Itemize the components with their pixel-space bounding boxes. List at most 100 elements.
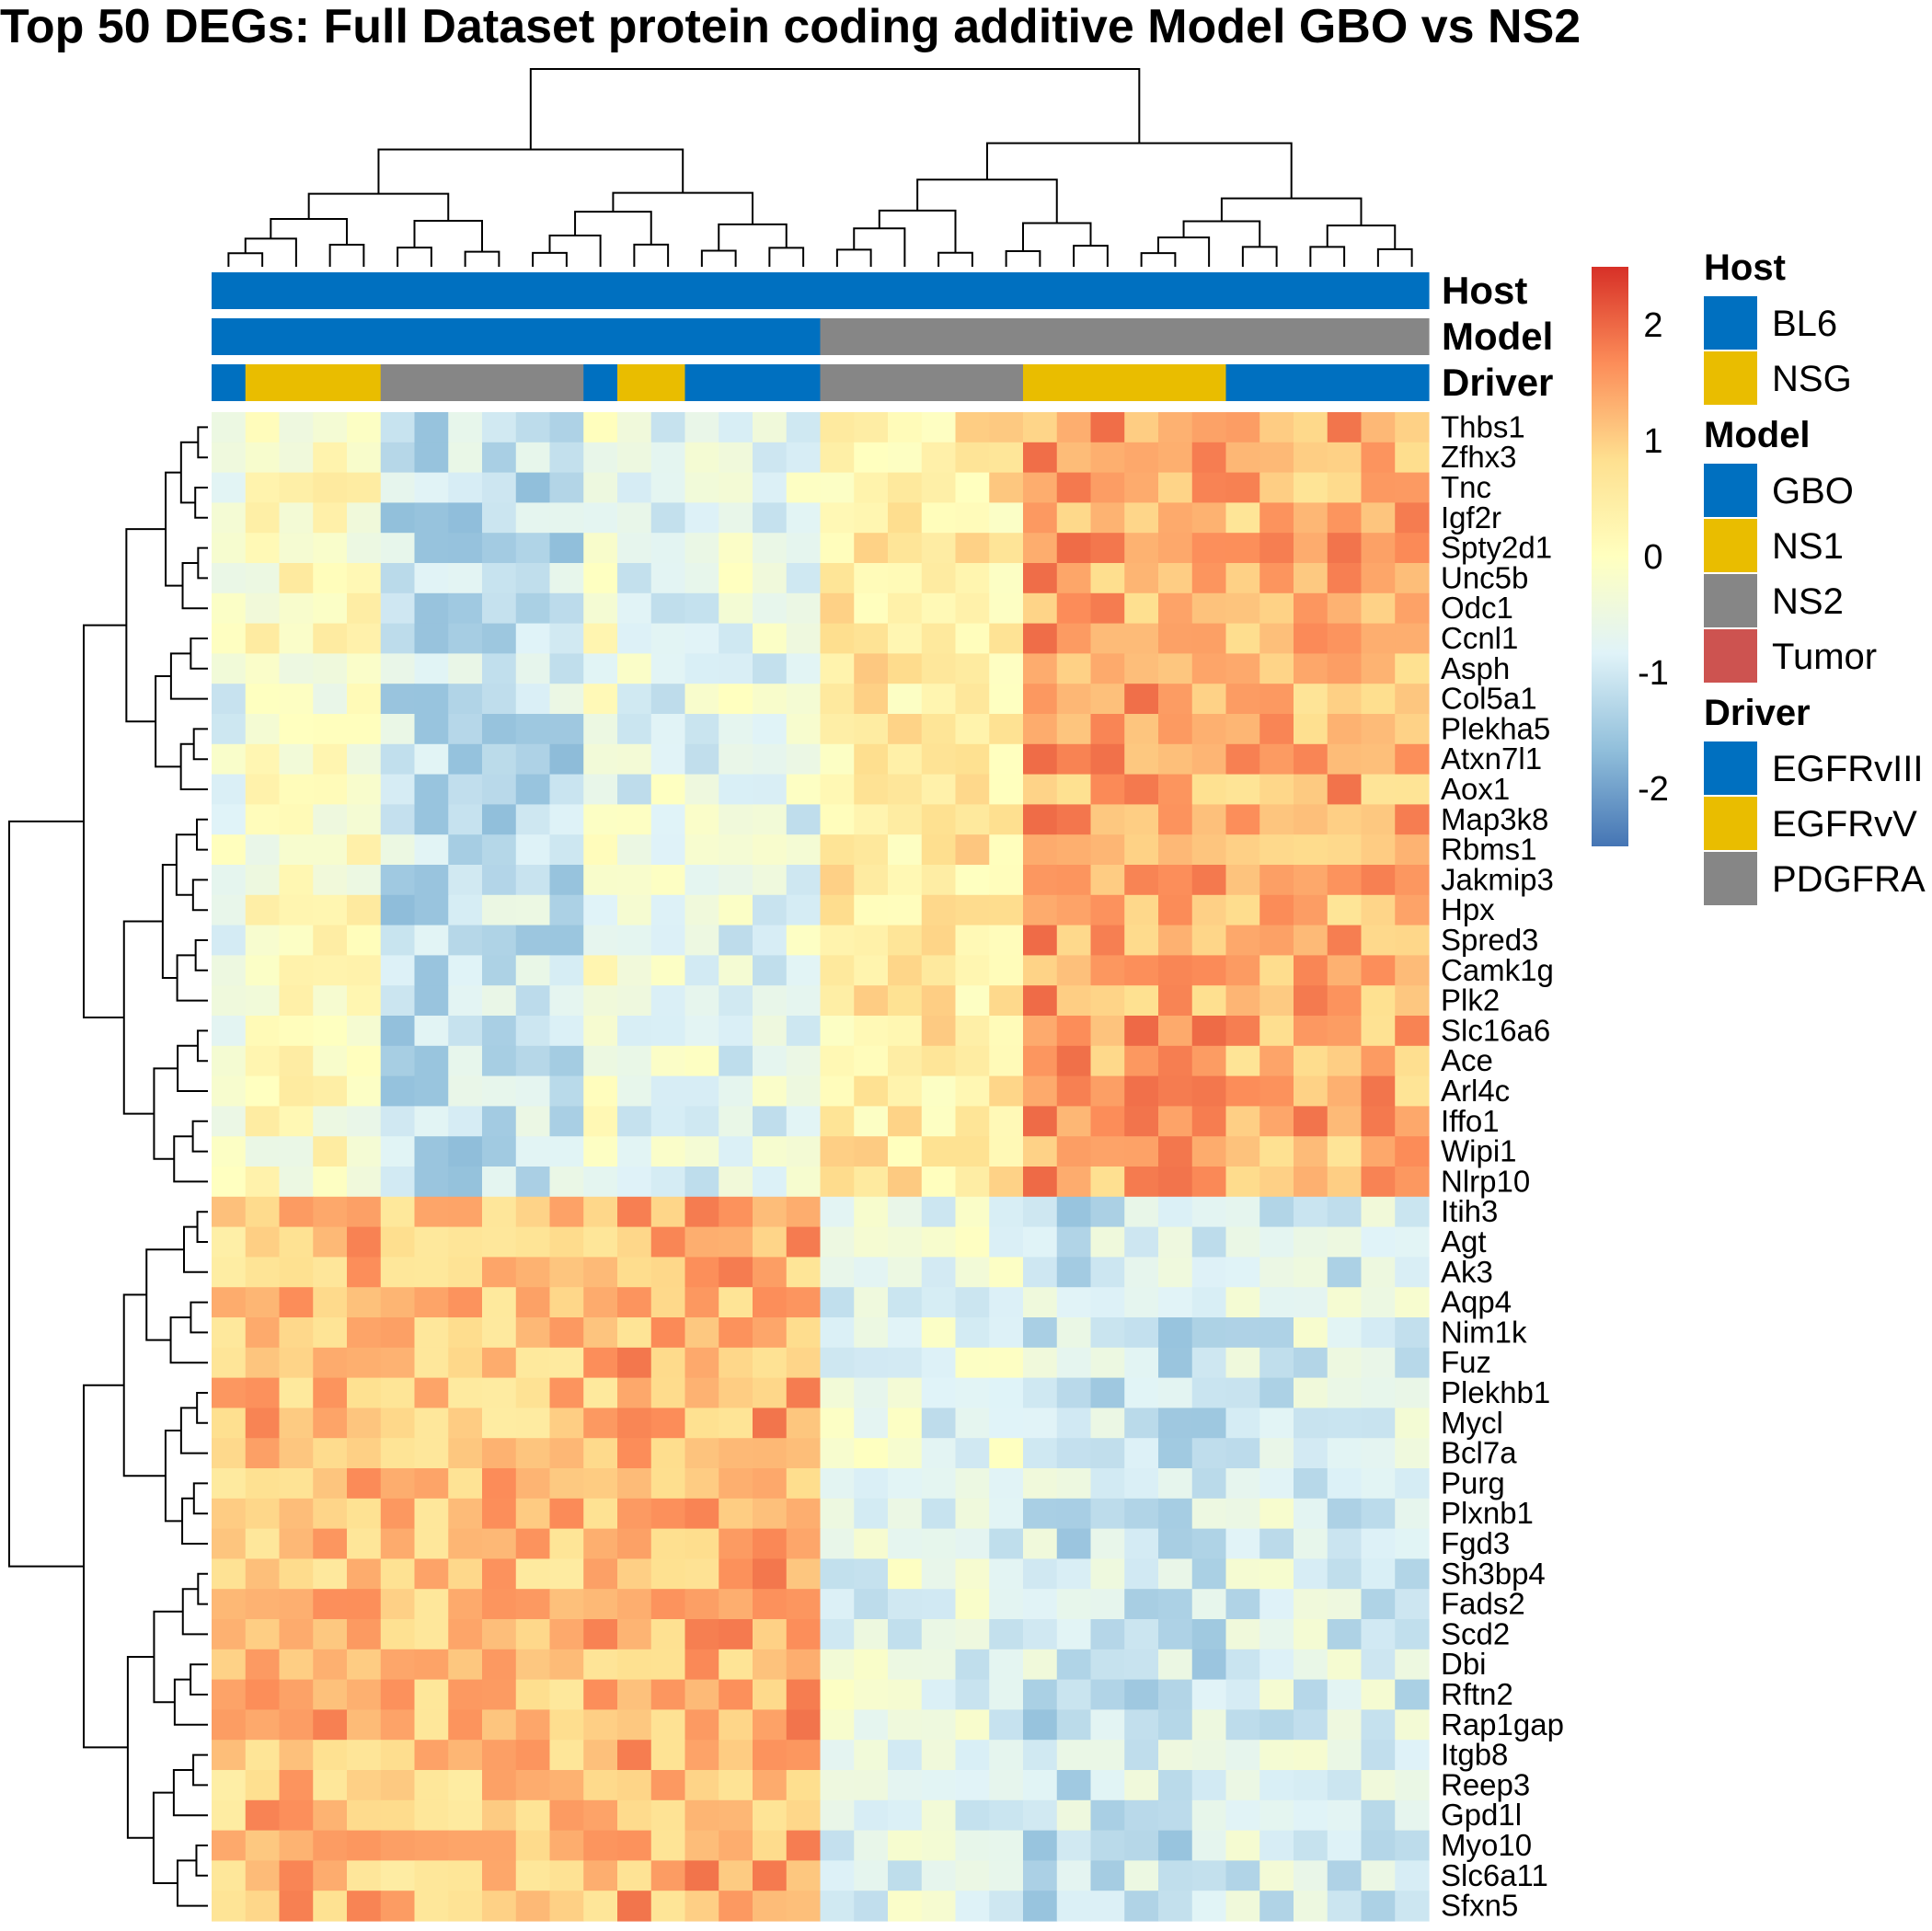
heatmap-cell	[245, 834, 281, 866]
heatmap-cell	[1259, 1257, 1294, 1288]
heatmap-cell	[380, 1196, 416, 1228]
dendrogram-link	[853, 227, 906, 267]
heatmap-cell	[1023, 1619, 1058, 1650]
heatmap-cell	[1259, 1196, 1294, 1228]
heatmap-cell	[313, 985, 348, 1017]
heatmap-cell	[583, 623, 618, 654]
heatmap-cell	[212, 592, 247, 625]
dendrogram-link	[179, 441, 199, 504]
heatmap-cell	[888, 684, 923, 715]
heatmap-cell	[820, 1740, 855, 1771]
dendrogram-link	[196, 1392, 208, 1424]
heatmap-cell	[414, 653, 449, 684]
heatmap-cell	[1259, 1679, 1294, 1710]
heatmap-cell	[888, 1106, 923, 1137]
heatmap-cell	[719, 743, 753, 776]
heatmap-cell	[279, 1347, 314, 1379]
heatmap-cell	[921, 653, 957, 684]
heatmap-cell	[1294, 1740, 1328, 1771]
heatmap-cell	[989, 1136, 1024, 1167]
heatmap-cell	[245, 743, 281, 776]
heatmap-cell	[380, 985, 416, 1017]
heatmap-cell	[279, 1860, 314, 1891]
heatmap-cell	[854, 592, 889, 625]
dendrogram-link	[194, 939, 208, 971]
dendrogram-link	[196, 1029, 208, 1063]
heatmap-cell	[1294, 1196, 1328, 1228]
heatmap-cell	[414, 1589, 449, 1620]
heatmap-cell	[515, 1498, 551, 1530]
gene-label: Purg	[1441, 1465, 1505, 1500]
heatmap-cell	[448, 1860, 483, 1891]
heatmap-cell	[955, 412, 990, 443]
heatmap-cell	[1225, 1016, 1260, 1047]
heatmap-cell	[482, 412, 517, 443]
heatmap-cell	[786, 1226, 822, 1258]
heatmap-cell	[1327, 985, 1363, 1017]
heatmap-cell	[684, 1679, 719, 1710]
heatmap-cell	[448, 955, 483, 986]
heatmap-cell	[1294, 412, 1328, 443]
heatmap-cell	[1124, 1770, 1159, 1801]
heatmap-cell	[989, 1891, 1024, 1922]
heatmap-cell	[719, 1830, 753, 1861]
gene-label: Unc5b	[1441, 560, 1528, 594]
heatmap-cell	[1158, 1045, 1193, 1077]
heatmap-cell	[245, 1649, 281, 1681]
heatmap-cell	[820, 1709, 855, 1741]
heatmap-cell	[989, 1196, 1024, 1228]
heatmap-cell	[955, 1558, 990, 1590]
heatmap-cell	[786, 834, 822, 866]
annotation-cell	[719, 318, 753, 355]
heatmap-cell	[786, 774, 822, 805]
heatmap-cell	[279, 1377, 314, 1408]
color-scale-tick-label: -2	[1638, 770, 1669, 809]
heatmap-cell	[1124, 1016, 1159, 1047]
gene-label: Arl4c	[1441, 1074, 1510, 1108]
heatmap-cell	[1395, 472, 1430, 503]
heatmap-cell	[921, 894, 957, 926]
heatmap-cell	[212, 1891, 247, 1922]
gene-label: Fads2	[1441, 1587, 1525, 1621]
heatmap-cell	[854, 623, 889, 654]
annotation-cell	[753, 272, 788, 309]
dendrogram-link	[194, 487, 208, 519]
heatmap-cell	[380, 1740, 416, 1771]
heatmap-cell	[617, 412, 652, 443]
heatmap-cell	[1056, 442, 1092, 474]
heatmap-cell	[1191, 1317, 1227, 1349]
heatmap-cell	[989, 925, 1024, 956]
heatmap-cell	[245, 1257, 281, 1288]
heatmap-cell	[1056, 865, 1092, 896]
heatmap-cell	[482, 985, 517, 1017]
heatmap-cell	[245, 1317, 281, 1349]
heatmap-cell	[212, 1498, 247, 1530]
heatmap-cell	[989, 955, 1024, 986]
heatmap-cell	[1259, 1347, 1294, 1379]
heatmap-cell	[583, 1770, 618, 1801]
gene-label: Rap1gap	[1441, 1707, 1564, 1741]
heatmap-cell	[1361, 1075, 1396, 1107]
heatmap-cell	[854, 1045, 889, 1077]
heatmap-cell	[279, 442, 314, 474]
annotation-cell	[245, 272, 281, 309]
heatmap-cell	[1361, 804, 1396, 835]
heatmap-cell	[1056, 1045, 1092, 1077]
heatmap-cell	[1361, 1347, 1396, 1379]
heatmap-cell	[1023, 502, 1058, 534]
heatmap-cell	[1294, 592, 1328, 625]
heatmap-cell	[380, 1347, 416, 1379]
heatmap-cell	[617, 1317, 652, 1349]
heatmap-cell	[1294, 1799, 1328, 1832]
dendrogram-link	[1326, 224, 1397, 249]
heatmap-cell	[1090, 1438, 1125, 1469]
heatmap-cell	[955, 1287, 990, 1318]
heatmap-cell	[650, 1045, 686, 1077]
heatmap-cell	[719, 1438, 753, 1469]
heatmap-cell	[1023, 834, 1058, 866]
heatmap-cell	[448, 1347, 483, 1379]
annotation-cell	[1191, 318, 1227, 355]
heatmap-cell	[820, 865, 855, 896]
heatmap-cell	[583, 1709, 618, 1741]
heatmap-cell	[313, 623, 348, 654]
